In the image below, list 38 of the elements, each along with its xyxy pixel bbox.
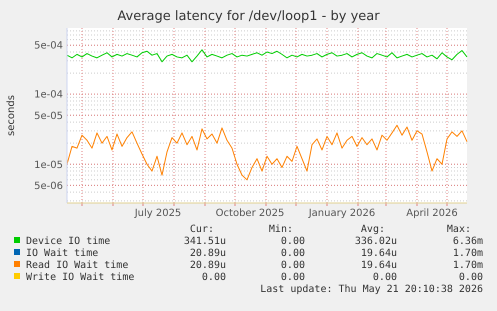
text: 336.02u: [354, 236, 397, 247]
text: 341.51u: [184, 236, 226, 247]
chart-title: Average latency for /dev/loop1 - by year: [117, 9, 380, 24]
text: Avg:: [360, 224, 385, 235]
text: 0.00: [280, 248, 305, 259]
y-tick-label: 1e-05: [34, 160, 63, 171]
text: 19.64u: [360, 260, 397, 271]
legend-label: Write IO Wait time: [26, 272, 134, 283]
line-series: [66, 49, 468, 62]
text: 19.64u: [360, 248, 397, 259]
y-tick-label: 5e-06: [34, 180, 63, 192]
x-tick-label: April 2026: [406, 208, 458, 219]
legend-label: Device IO time: [26, 236, 110, 247]
y-tick-label: 5e-05: [34, 110, 63, 122]
text: Last update: Thu May 21 20:10:38 2026: [260, 284, 483, 295]
y-tick-label: 5e-04: [34, 40, 63, 52]
text: 0.00: [202, 272, 226, 283]
text: Cur:: [190, 224, 214, 235]
text: 1.70m: [452, 260, 483, 271]
text: Max:: [446, 224, 471, 235]
x-tick-label: January 2026: [308, 208, 376, 219]
text: 6.36m: [452, 236, 483, 247]
text: 0.00: [280, 260, 305, 271]
y-tick-label: 1e-04: [34, 90, 63, 101]
text: 1.70m: [452, 248, 483, 259]
text: Min:: [268, 224, 293, 235]
legend-label: IO Wait time: [26, 248, 98, 259]
y-axis-title: seconds: [6, 95, 17, 136]
text: 0.00: [280, 272, 305, 283]
x-tick-label: July 2025: [134, 208, 182, 219]
legend-label: Read IO Wait time: [26, 260, 128, 271]
text: 0.00: [280, 236, 305, 247]
text: 0.00: [372, 272, 397, 283]
text: 20.89u: [190, 260, 226, 271]
text: 0.00: [458, 272, 483, 283]
line-series: [66, 124, 468, 180]
x-tick-label: October 2025: [216, 208, 284, 219]
text: 20.89u: [190, 248, 226, 259]
